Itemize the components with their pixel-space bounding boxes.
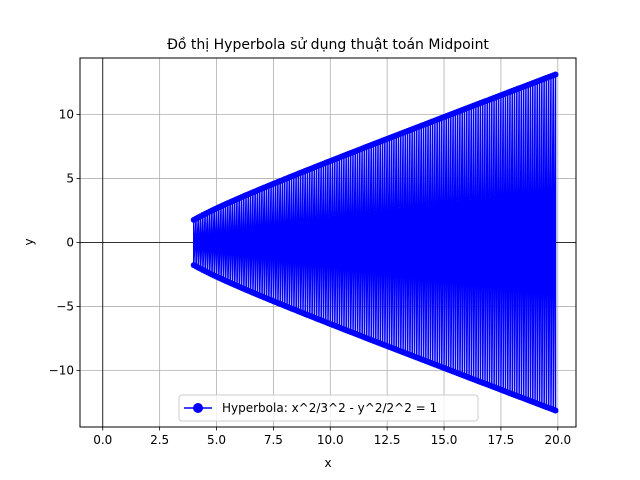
y-tick-label: 5 bbox=[66, 171, 74, 185]
x-tick-label: 17.5 bbox=[488, 433, 515, 447]
hyperbola-series bbox=[190, 71, 559, 414]
y-axis-label: y bbox=[22, 238, 36, 245]
hyperbola-line bbox=[193, 73, 557, 411]
data-point bbox=[552, 71, 559, 78]
x-tick-label: 10.0 bbox=[317, 433, 344, 447]
legend-marker-swatch bbox=[193, 403, 203, 413]
legend-frame bbox=[178, 394, 479, 422]
y-tick-label: −10 bbox=[49, 364, 74, 378]
x-axis-ticks: 0.0 2.5 5.0 7.5 10.0 12.5 15.0 17.5 20.0 bbox=[93, 427, 571, 447]
x-tick-label: 7.5 bbox=[264, 433, 283, 447]
x-tick-label: 2.5 bbox=[150, 433, 169, 447]
x-tick-label: 12.5 bbox=[374, 433, 401, 447]
chart-title: Đồ thị Hyperbola sử dụng thuật toán Midp… bbox=[167, 36, 489, 53]
y-axis-ticks: −10 −5 0 5 10 bbox=[49, 107, 80, 378]
legend-label: Hyperbola: x^2/3^2 - y^2/2^2 = 1 bbox=[222, 401, 437, 415]
y-tick-label: −5 bbox=[56, 300, 74, 314]
y-tick-label: 0 bbox=[66, 236, 74, 250]
x-tick-label: 15.0 bbox=[431, 433, 458, 447]
data-point bbox=[552, 407, 559, 414]
x-tick-label: 0.0 bbox=[93, 433, 112, 447]
x-tick-label: 5.0 bbox=[207, 433, 226, 447]
legend: Hyperbola: x^2/3^2 - y^2/2^2 = 1 bbox=[178, 394, 479, 422]
x-tick-label: 20.0 bbox=[544, 433, 571, 447]
y-tick-label: 10 bbox=[59, 107, 74, 121]
x-axis-label: x bbox=[324, 456, 331, 470]
